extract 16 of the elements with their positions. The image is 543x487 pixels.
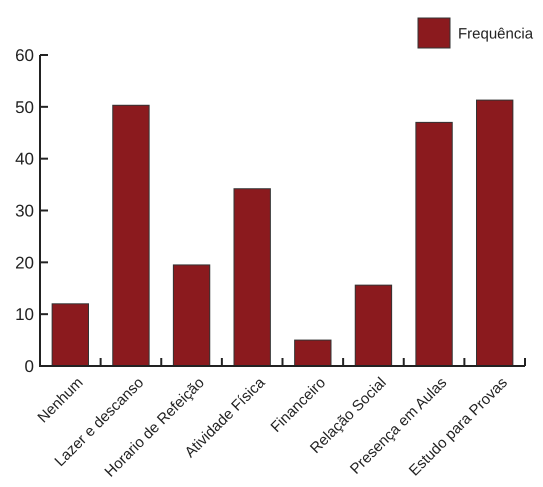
y-tick-label: 30: [15, 201, 34, 220]
bar: [354, 284, 392, 366]
bar: [415, 122, 453, 366]
bar: [52, 303, 89, 366]
bar: [294, 340, 332, 366]
y-tick-label: 50: [15, 98, 34, 117]
bar: [172, 264, 210, 366]
y-tick-label: 60: [15, 46, 34, 65]
y-tick-label: 20: [15, 253, 34, 272]
legend-label: Frequência: [458, 25, 534, 42]
bar: [112, 104, 150, 366]
bar: [476, 100, 514, 366]
y-tick-label: 10: [15, 305, 34, 324]
bar: [234, 188, 271, 366]
y-tick-label: 40: [15, 150, 34, 169]
y-tick-label: 0: [24, 356, 34, 376]
